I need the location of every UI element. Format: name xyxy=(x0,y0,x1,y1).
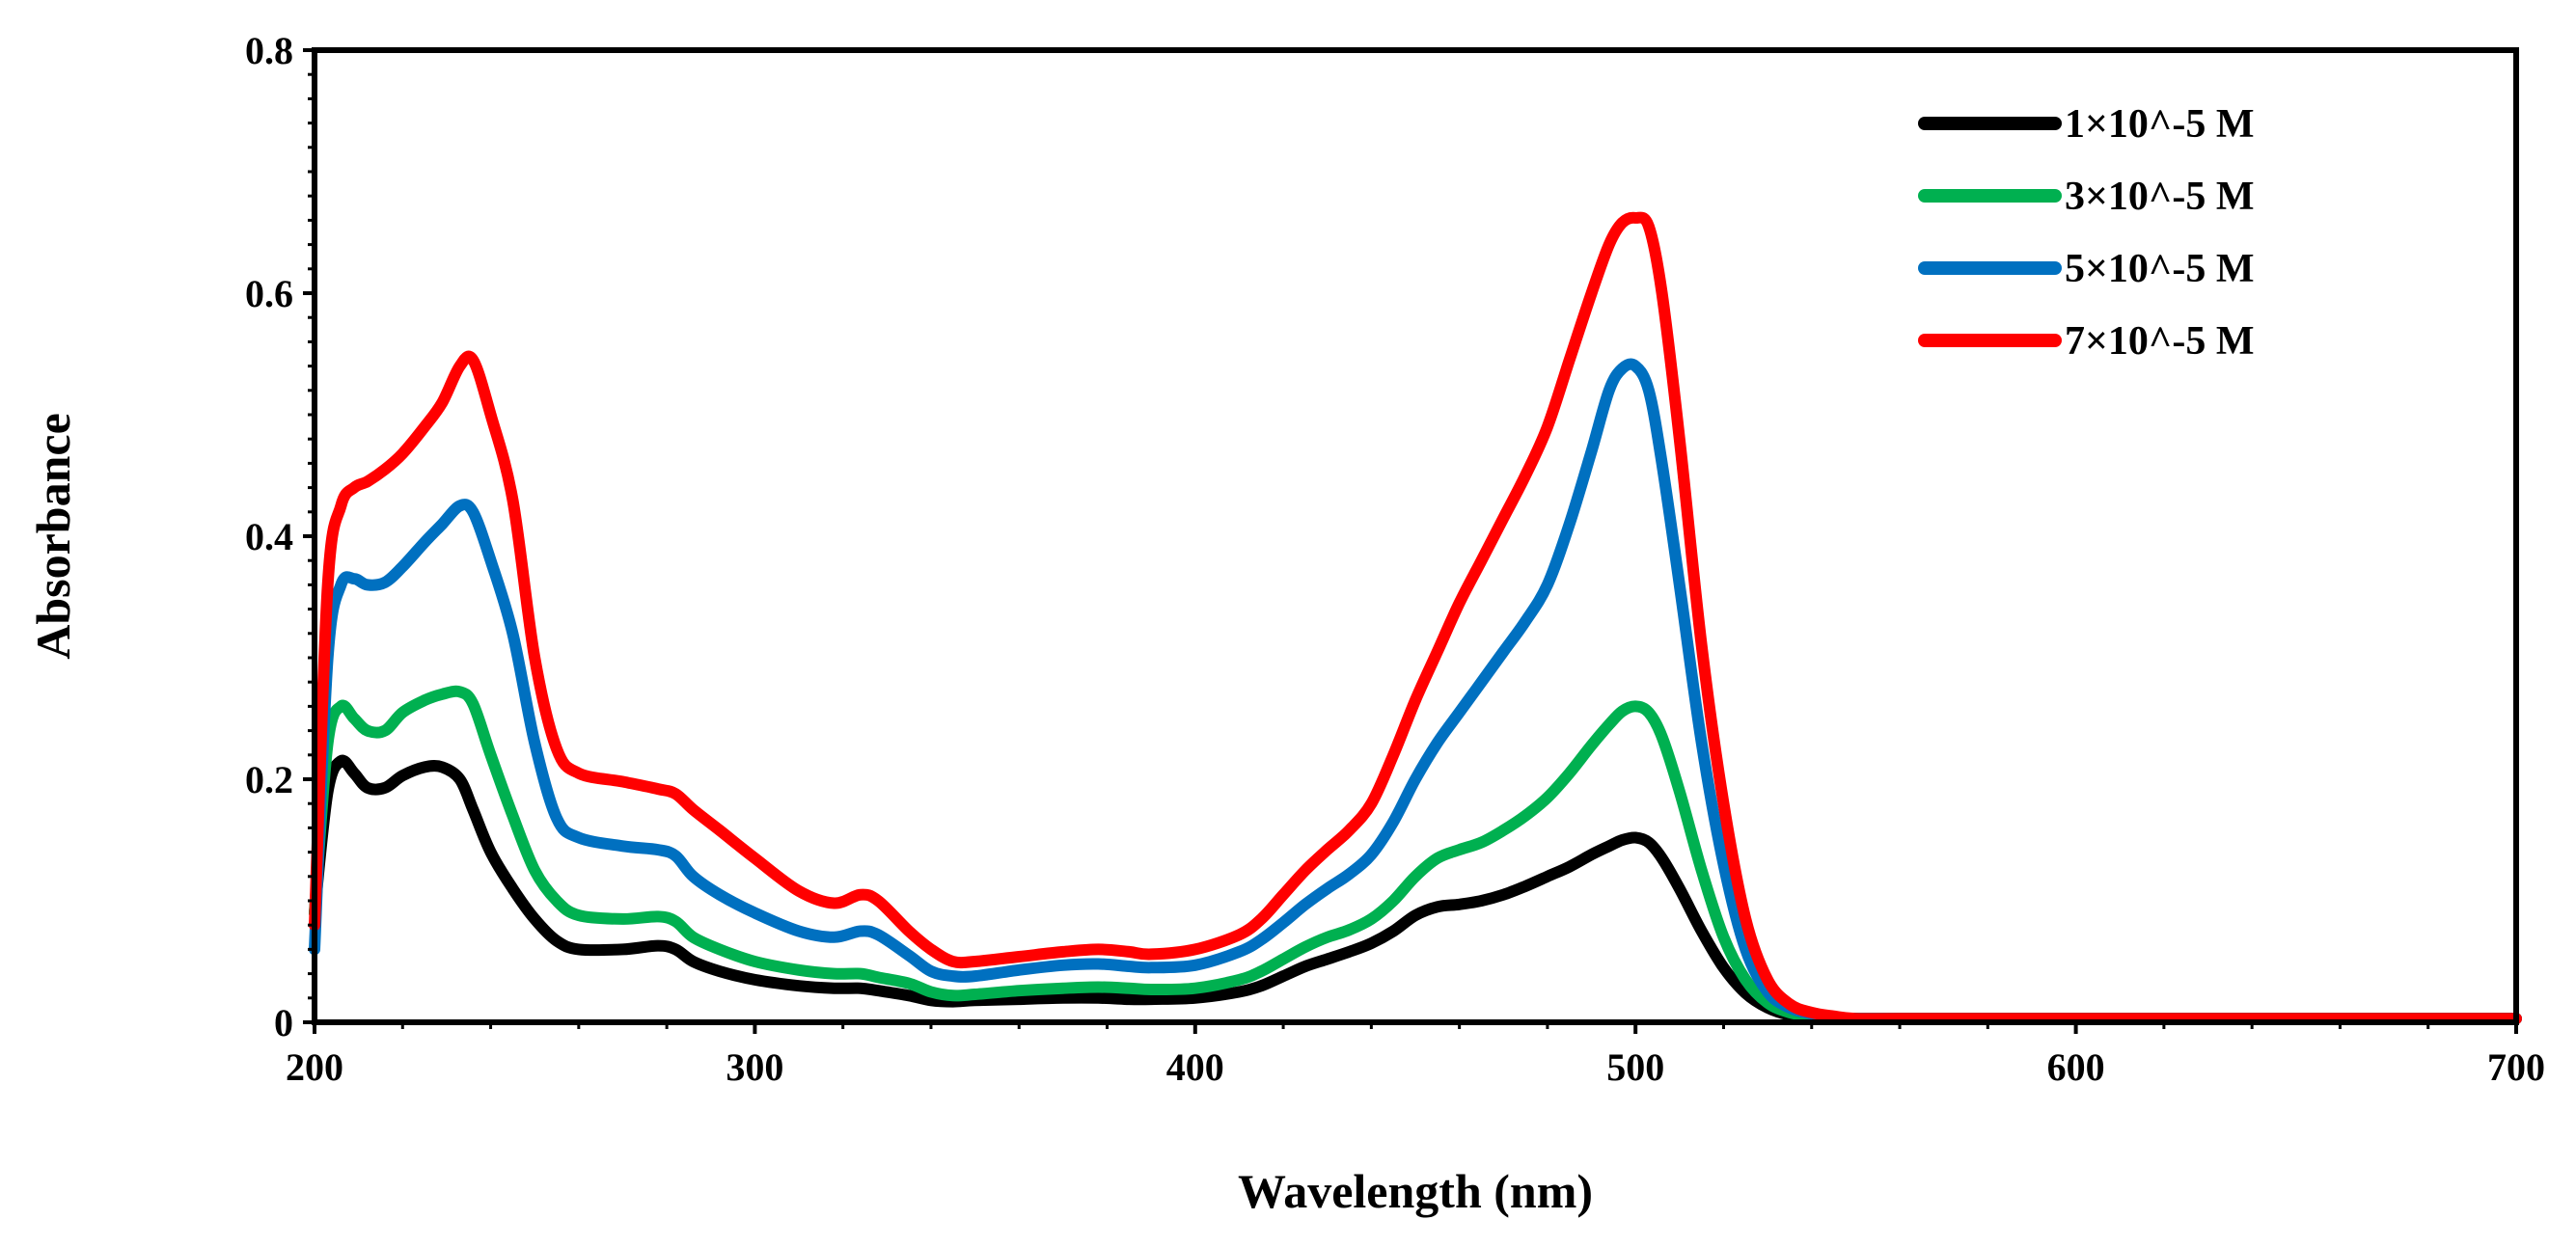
y-axis-title: Absorbance xyxy=(26,413,80,660)
series-line-3 xyxy=(309,358,2522,1025)
series-line-4 xyxy=(309,211,2522,1025)
legend-label-4: 7×10^-5 M xyxy=(2065,319,2254,364)
series-layer xyxy=(309,211,2522,1025)
y-tick-label: 0.2 xyxy=(245,758,293,801)
x-tick-label: 200 xyxy=(286,1045,343,1089)
legend-label-3: 5×10^-5 M xyxy=(2065,247,2254,291)
legend-label-2: 3×10^-5 M xyxy=(2065,175,2254,219)
legend-label-1: 1×10^-5 M xyxy=(2065,102,2254,147)
x-tick-label: 700 xyxy=(2487,1045,2545,1089)
y-tick-label: 0.4 xyxy=(245,515,293,558)
x-tick-label: 300 xyxy=(726,1045,783,1089)
tick-layer: 200 300 400 500 600 700 0 0.2 0.4 0.6 0.8 xyxy=(245,29,2545,1089)
series-line-1 xyxy=(309,754,2522,1025)
x-tick-label: 600 xyxy=(2047,1045,2105,1089)
x-tick-label: 400 xyxy=(1166,1045,1224,1089)
x-tick-label: 500 xyxy=(1606,1045,1664,1089)
x-axis-title: Wavelength (nm) xyxy=(1238,1164,1593,1218)
series-line-2 xyxy=(309,685,2522,1025)
y-tick-label: 0.8 xyxy=(245,29,293,72)
y-tick-label: 0 xyxy=(274,1001,293,1044)
legend: 1×10^-5 M 3×10^-5 M 5×10^-5 M 7×10^-5 M xyxy=(1918,102,2254,364)
y-tick-label: 0.6 xyxy=(245,272,293,315)
